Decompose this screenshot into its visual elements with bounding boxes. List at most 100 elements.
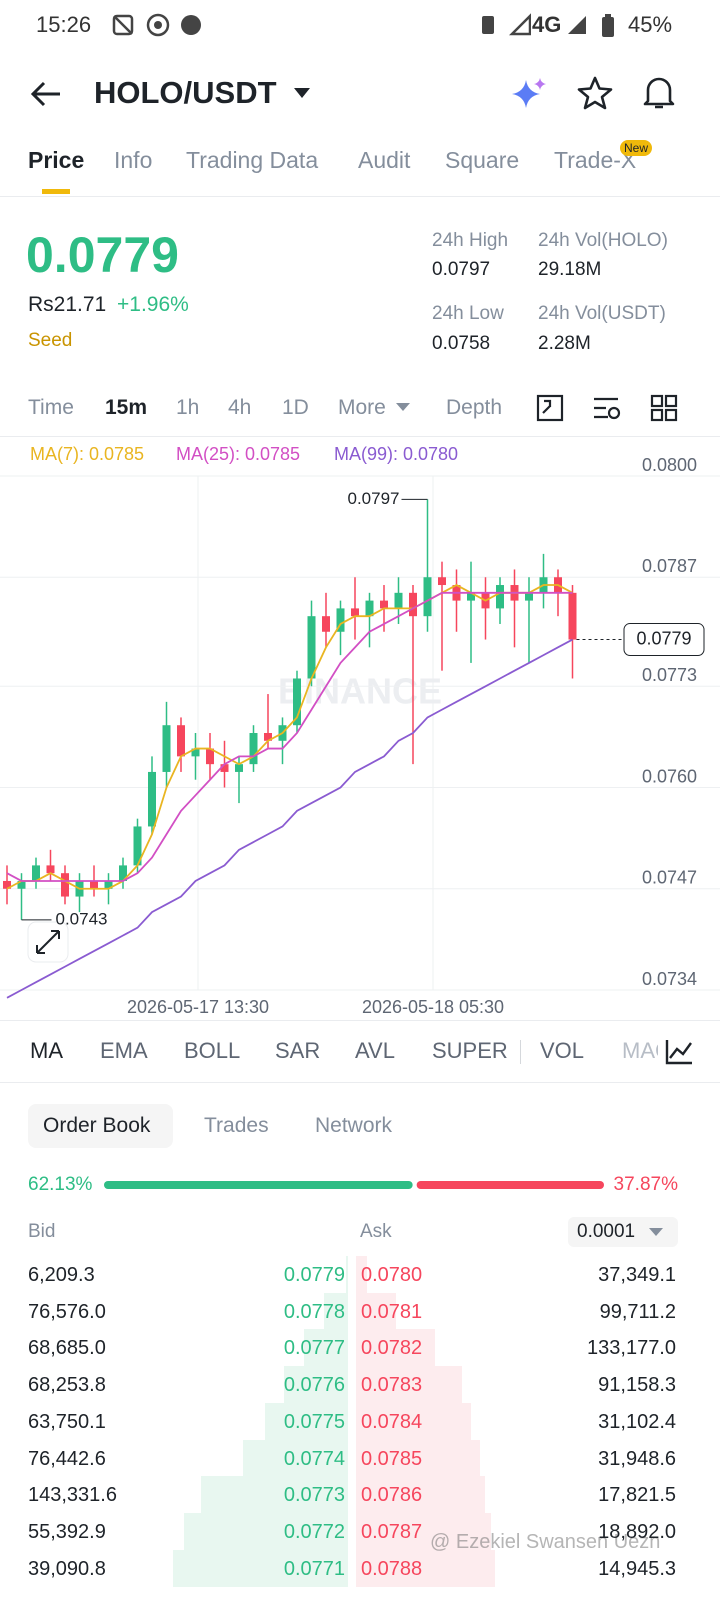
y-tick-label: 0.0747 bbox=[642, 868, 697, 888]
ask-amount: 91,158.3 bbox=[598, 1374, 676, 1397]
ask-amount: 14,945.3 bbox=[598, 1557, 676, 1580]
bid-ratio-bar bbox=[104, 1181, 413, 1189]
ratio-bar bbox=[104, 1181, 604, 1189]
divider bbox=[0, 196, 720, 197]
ask-price: 0.0780 bbox=[361, 1264, 423, 1286]
battery: 45% bbox=[628, 12, 673, 37]
order-row: 76,576.0 0.0778 0.0781 99,711.2 bbox=[0, 1292, 720, 1330]
ask-price: 0.0787 bbox=[361, 1520, 423, 1543]
indicator-settings[interactable] bbox=[664, 1038, 694, 1066]
indicator-active[interactable]: MA bbox=[30, 1038, 63, 1063]
candle-body bbox=[119, 865, 127, 881]
interval[interactable]: 1h bbox=[176, 396, 200, 419]
tab-active[interactable]: Price bbox=[28, 147, 85, 173]
bid-amount: 143,331.6 bbox=[28, 1484, 117, 1507]
ma-line bbox=[6, 584, 573, 890]
fiat-price: Rs21.71 bbox=[28, 293, 107, 316]
ask-amount: 17,821.5 bbox=[598, 1484, 676, 1507]
bid-depth bbox=[283, 1366, 348, 1404]
candle-body bbox=[380, 600, 388, 609]
bid-price: 0.0778 bbox=[283, 1300, 345, 1323]
pair-dropdown[interactable] bbox=[292, 85, 312, 101]
indicator[interactable]: SAR bbox=[275, 1038, 321, 1063]
bid-amount: 6,209.3 bbox=[28, 1264, 95, 1286]
indicator[interactable]: EMA bbox=[100, 1038, 148, 1063]
ai-button[interactable] bbox=[510, 76, 550, 112]
x-tick-label: 2026-05-18 05:30 bbox=[362, 997, 504, 1017]
stat-value: 0.0758 bbox=[432, 333, 491, 354]
favorite-button[interactable] bbox=[576, 75, 614, 111]
book-tab[interactable]: Trades bbox=[204, 1114, 269, 1137]
stat-value: 0.0797 bbox=[432, 259, 491, 280]
x-tick-label: 2026-05-17 13:30 bbox=[127, 997, 269, 1017]
bid-price: 0.0779 bbox=[283, 1264, 345, 1286]
ask-depth bbox=[356, 1292, 397, 1330]
ask-depth bbox=[356, 1439, 481, 1477]
legend-entry: MA(99): 0.0780 bbox=[334, 444, 459, 464]
depth-tab[interactable]: Depth bbox=[446, 396, 503, 419]
ask-depth bbox=[356, 1512, 491, 1550]
watermark: @ Ezekiel Swansen Uezn bbox=[430, 1531, 661, 1553]
order-row: 68,253.8 0.0776 0.0783 91,158.3 bbox=[0, 1366, 720, 1404]
tag: Seed bbox=[28, 330, 73, 351]
indicator[interactable]: SUPER bbox=[432, 1038, 508, 1063]
order-row: 55,392.9 0.0772 0.0787 18,892.0 bbox=[0, 1512, 720, 1550]
ask-price: 0.0781 bbox=[361, 1300, 423, 1323]
candle-body bbox=[162, 725, 171, 772]
divider bbox=[0, 1082, 720, 1083]
order-row: 68,685.0 0.0777 0.0782 133,177.0 bbox=[0, 1329, 720, 1367]
book-tab-active[interactable]: Order Book bbox=[43, 1114, 151, 1137]
signal-icons bbox=[482, 13, 531, 36]
tab[interactable]: Square bbox=[445, 147, 520, 173]
candle-body bbox=[394, 592, 403, 609]
indicator[interactable]: AVL bbox=[355, 1038, 395, 1063]
y-tick-label: 0.0800 bbox=[642, 455, 697, 475]
ask-depth bbox=[356, 1549, 496, 1587]
candle-body bbox=[17, 880, 26, 889]
tab[interactable]: Info bbox=[114, 147, 153, 173]
precision-bg[interactable] bbox=[568, 1217, 678, 1247]
ask-amount: 31,102.4 bbox=[598, 1410, 676, 1433]
indicator[interactable]: MACD bbox=[622, 1040, 658, 1062]
ask-amount: 37,349.1 bbox=[598, 1264, 676, 1286]
interval-active[interactable]: 15m bbox=[105, 396, 148, 419]
ask-price: 0.0783 bbox=[361, 1374, 423, 1397]
bid-depth bbox=[242, 1439, 348, 1477]
bid-amount: 39,090.8 bbox=[28, 1557, 106, 1580]
tab[interactable]: Trade-X bbox=[554, 147, 637, 173]
tab-indicator bbox=[42, 189, 70, 194]
precision[interactable]: 0.0001 bbox=[577, 1221, 636, 1242]
divider bbox=[0, 1020, 720, 1021]
expand-icon bbox=[36, 930, 60, 954]
interval[interactable]: 1D bbox=[282, 396, 309, 419]
book-tab[interactable]: Network bbox=[315, 1114, 393, 1137]
tab[interactable]: Audit bbox=[358, 147, 411, 173]
candle-body bbox=[409, 592, 417, 617]
bid-depth bbox=[303, 1329, 348, 1367]
pair-title[interactable]: HOLO/USDT bbox=[94, 75, 277, 110]
ma-line bbox=[6, 591, 573, 882]
bid-price: 0.0773 bbox=[283, 1484, 345, 1507]
bid-depth bbox=[184, 1512, 348, 1550]
candle-body bbox=[61, 873, 69, 897]
bid-ratio: 62.13% bbox=[28, 1174, 93, 1195]
indicator[interactable]: VOL bbox=[540, 1038, 585, 1063]
alert-button[interactable] bbox=[640, 74, 678, 112]
legend-entry: MA(7): 0.0785 bbox=[30, 444, 145, 464]
chart-tools[interactable] bbox=[536, 393, 680, 423]
min-label: 0.0743 bbox=[56, 909, 108, 928]
interval[interactable]: 4h bbox=[228, 396, 252, 419]
candle-body bbox=[3, 880, 11, 889]
interval-more[interactable]: More bbox=[338, 396, 386, 419]
candle-body bbox=[148, 771, 156, 827]
bid-amount: 68,253.8 bbox=[28, 1374, 106, 1397]
tab[interactable]: Trading Data bbox=[186, 147, 319, 173]
y-tick-label: 0.0787 bbox=[642, 556, 697, 576]
interval[interactable]: Time bbox=[28, 396, 74, 419]
back-button[interactable] bbox=[28, 78, 64, 110]
bid-price: 0.0775 bbox=[283, 1410, 345, 1433]
indicator[interactable]: BOLL bbox=[184, 1038, 241, 1063]
candle-body bbox=[32, 865, 40, 881]
candle-body bbox=[249, 733, 258, 765]
